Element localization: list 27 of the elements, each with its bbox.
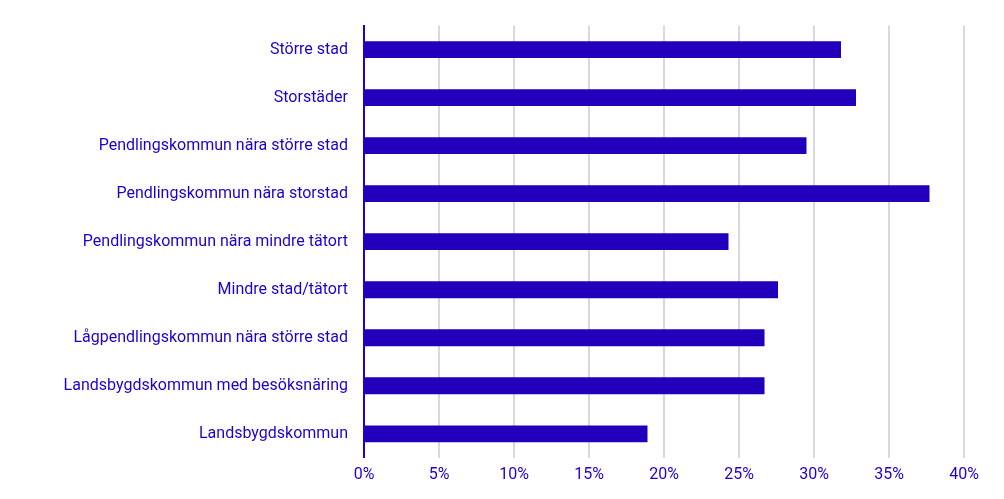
y-tick-label: Större stad <box>269 38 348 58</box>
bar <box>365 377 765 395</box>
x-tick-label: 30% <box>799 464 830 484</box>
x-tick-label: 20% <box>649 464 680 484</box>
y-tick-label: Landsbygdskommun med besöksnäring <box>63 374 348 394</box>
x-tick-label: 10% <box>499 464 530 484</box>
y-tick-label: Lågpendlingskommun nära större stad <box>73 326 348 346</box>
x-tick-label: 35% <box>874 464 905 484</box>
bar <box>365 41 841 59</box>
bar <box>365 137 807 155</box>
bar <box>365 329 765 347</box>
x-tick-label: 15% <box>574 464 605 484</box>
x-tick-label: 40% <box>949 464 980 484</box>
bar <box>365 185 930 203</box>
y-tick-label: Pendlingskommun nära större stad <box>98 134 348 154</box>
bar <box>365 89 856 107</box>
bar <box>365 425 648 443</box>
x-tick-label: 0% <box>353 464 375 484</box>
bar <box>365 281 778 299</box>
x-tick-label: 5% <box>428 464 450 484</box>
y-tick-label: Storstäder <box>273 86 349 106</box>
y-tick-label: Pendlingskommun nära mindre tätort <box>82 230 348 250</box>
y-tick-label: Pendlingskommun nära storstad <box>116 182 348 202</box>
bar <box>365 233 729 251</box>
y-tick-label: Mindre stad/tätort <box>217 278 348 298</box>
x-tick-label: 25% <box>724 464 755 484</box>
y-tick-label: Landsbygdskommun <box>198 422 348 442</box>
